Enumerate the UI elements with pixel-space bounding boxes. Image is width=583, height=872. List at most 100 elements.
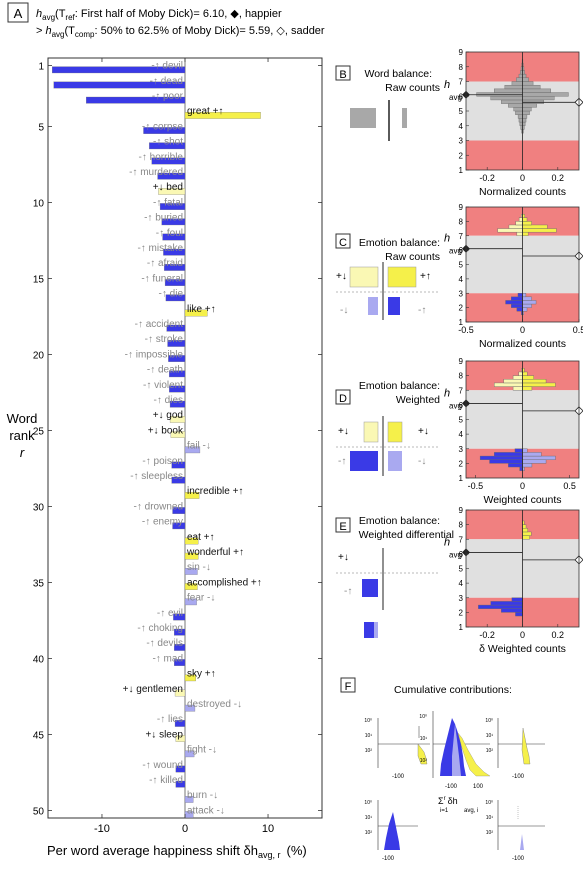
legend-d-pos-up [387,421,403,443]
side-ytick-label-8: 8 [459,372,464,381]
word-label-rank-2: -↑ dead [150,76,183,87]
neg-comp-bin-0 [519,466,523,471]
word-label-rank-33: wonderful +↑ [186,547,244,558]
bar-rank-18 [166,324,186,332]
word-label-rank-34: sin -↓ [187,562,211,573]
ytick-label-40: 40 [33,654,45,665]
bar-rank-49 [184,796,194,803]
word-label-rank-14: -↑ afraid [147,258,183,269]
neg-comp-bin-2 [489,459,523,464]
side-ylabel: h [444,233,450,245]
bar-rank-12 [162,233,186,241]
cum-bl-ytick-2: 10² [365,830,373,836]
bar-rank-30 [172,507,186,514]
side-ytick-label-2: 2 [459,304,464,313]
word-label-rank-37: -↑ evil [157,608,183,619]
bar-rank-41 [184,674,196,682]
panel-b-box [335,65,351,81]
side-ytick-label-1: 1 [459,474,464,483]
cum-tr-xtick: -100 [512,774,525,780]
legend-e-total-light [374,622,378,638]
cum-bottom-left: 10⁰ 10¹ 10² -100 [364,800,418,862]
pos-comp-bin-1 [497,228,523,233]
pos-ref-bin-2 [522,379,547,384]
pos-ref-bin-1 [522,382,556,387]
word-label-rank-38: -↑ choking [137,623,183,634]
bar-rank-36 [184,598,197,606]
cum-bottom-right: 10⁰ 10¹ 10² -100 [485,800,545,862]
side-ytick-label-8: 8 [459,217,464,226]
pos-comp-bin-1 [494,382,523,387]
neg-comp-bin-3 [479,455,523,460]
word-label-rank-10: -↑ fatal [153,197,183,208]
bar-rank-23 [169,400,186,408]
neg-ref-bin-3 [522,300,537,305]
pos-ref-bin-3 [522,375,535,380]
side-ylabel: h [444,387,450,399]
word-label-rank-8: -↑ murdered [129,167,183,178]
panel-c-title-1: Emotion balance: [359,237,440,249]
panel-d-box [335,389,351,405]
word-label-rank-24: +↓ god [153,410,183,421]
bar-rank-5 [143,127,186,134]
bar-rank-16 [165,294,186,302]
panel-b-letter: B [339,69,346,81]
bar-rank-1 [52,66,186,74]
cum-center: 10⁰ 10¹ 10² -100 100 Σr δh i=1 avg, i [419,711,491,814]
panel-e-title-1: Emotion balance: [359,515,440,527]
legend-d: D Emotion balance: Weighted +↓ +↓ -↑ -↓ [335,380,440,476]
word-label-rank-47: -↑ wound [142,760,183,771]
bar-rank-29 [184,492,200,499]
cum-sum-label: Σr δh [438,796,458,806]
word-label-rank-22: -↑ violent [143,380,183,391]
legend-c-pos-down-label: +↓ [336,271,347,282]
word-label-rank-18: -↑ accident [135,319,184,330]
bar-rank-24 [169,416,186,423]
word-label-rank-3: -↑ poor [152,91,184,102]
panel-a-letter: A [14,6,23,21]
word-label-rank-32: eat +↑ [187,532,215,543]
cum-c-xtick-0: -100 [445,784,458,790]
cum-top-right: 10⁰ 10¹ 10² -100 [485,718,545,780]
side-ytick-label-6: 6 [459,246,464,255]
bar-rank-21 [169,370,186,378]
side-xtick-label-2: 0.2 [552,173,565,183]
word-label-rank-35: accomplished +↑ [187,577,262,588]
side-xtick-label-1: 0 [520,481,525,491]
side-ytick-label-4: 4 [459,430,464,439]
ytick-label-10: 10 [33,198,45,209]
word-label-rank-50: attack -↓ [187,805,225,816]
e-diff-bin-5 [522,535,530,540]
panel-b-title-2: Raw counts [385,82,440,94]
bar-rank-44 [174,720,186,727]
side-ytick-label-8: 8 [459,63,464,72]
bar-rank-22 [169,385,186,393]
word-label-rank-30: -↑ drowned [134,501,183,512]
legend-d-pos-down-label: +↓ [338,426,349,437]
word-label-rank-36: fear -↓ [187,593,215,604]
side-xtick-label-0: -0.5 [458,325,474,335]
ytick-label-20: 20 [33,350,45,361]
cum-tr-yellow [521,727,531,765]
pos-comp-bin-4 [518,371,523,376]
legend-d-neg-up-label: -↑ [338,456,346,467]
panel-c-letter: C [339,237,347,249]
cum-sum-term-sub: avg, i [464,808,478,814]
bar-rank-8 [157,172,186,180]
word-label-rank-44: -↑ lies [157,714,183,725]
side-xtick-label-0: -0.5 [468,481,484,491]
word-label-rank-9: +↓ bed [153,182,183,193]
ytick-label-35: 35 [33,578,45,589]
pos-ref-bin-3 [522,221,532,226]
neg-ref-bin-2 [522,459,547,464]
side-ytick-label-3: 3 [459,594,464,603]
word-label-rank-43: destroyed -↓ [187,699,242,710]
side-ytick-label-6: 6 [459,92,464,101]
side-ytick-label-9: 9 [459,357,464,366]
ref-line: havg(Tref: First half of Moby Dick)= 6.1… [36,8,282,22]
xlabel: Per word average happiness shift δhavg, … [47,843,307,860]
side-xtick-label-1: 0 [520,630,525,640]
pos-ref-bin-4 [522,371,528,376]
legend-e-neg-up [362,579,378,597]
